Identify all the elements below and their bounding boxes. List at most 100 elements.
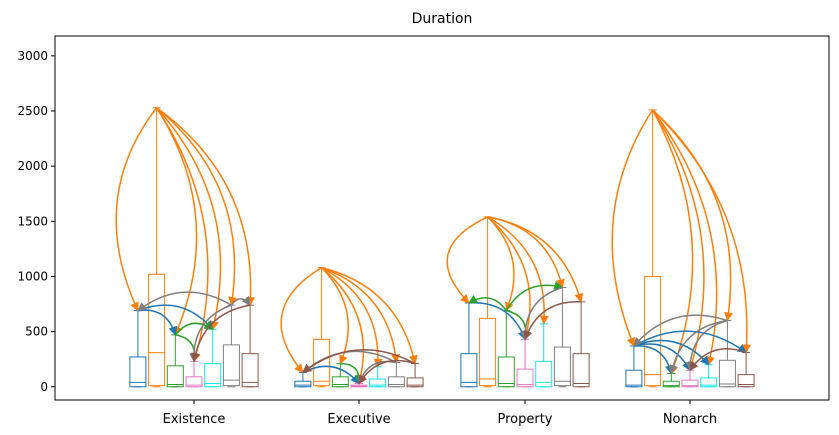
- box-body: [369, 378, 387, 388]
- y-tick-label: 1500: [17, 214, 48, 228]
- transition-arrow: [487, 216, 549, 325]
- box: [387, 361, 405, 388]
- y-tick-label: 1000: [17, 269, 48, 283]
- transition-arrow: [446, 216, 488, 304]
- box-group-nonarch: [611, 109, 755, 388]
- y-axis: 0 500 1000 1500 2000 2500 3000: [17, 49, 55, 394]
- box: [460, 302, 478, 388]
- transition-arrow: [321, 267, 366, 385]
- transition-arrow: [280, 266, 322, 374]
- x-tick-label: Existence: [163, 412, 226, 427]
- x-tick-label: Nonarch: [663, 412, 717, 427]
- box: [166, 334, 184, 388]
- transition-arrow: [487, 216, 532, 341]
- transition-arrow: [633, 330, 747, 354]
- y-tick-label: 500: [25, 325, 48, 339]
- box-group-property: [446, 216, 590, 388]
- box: [516, 338, 534, 388]
- transition-arrow: [321, 266, 383, 368]
- box-body: [222, 344, 240, 387]
- box-body: [387, 376, 405, 388]
- transition-arrow: [190, 304, 251, 363]
- box: [625, 345, 643, 388]
- box: [406, 363, 424, 388]
- box: [313, 267, 331, 388]
- transition-arrow: [137, 291, 232, 312]
- transition-arrow: [321, 266, 401, 364]
- axes-frame: [54, 35, 830, 401]
- box-body: [718, 359, 736, 388]
- transition-arrow: [156, 107, 238, 307]
- box-body: [204, 363, 222, 388]
- box: [718, 320, 736, 388]
- box: [148, 107, 166, 388]
- transition-arrow: [487, 216, 515, 312]
- transition-arrow: [175, 334, 200, 363]
- box: [241, 304, 259, 388]
- transition-arrow: [115, 107, 158, 312]
- box-body: [148, 273, 166, 387]
- box-body: [479, 317, 497, 387]
- box-body: [241, 353, 259, 388]
- box-body: [129, 356, 147, 388]
- box: [350, 382, 368, 388]
- transition-arrow: [611, 109, 654, 347]
- transition-arrow: [468, 294, 507, 312]
- x-tick-label: Executive: [327, 412, 390, 427]
- transition-arrow: [358, 359, 416, 385]
- transition-arrow: [230, 295, 251, 306]
- transition-arrow: [668, 319, 728, 375]
- transition-arrow: [137, 309, 178, 336]
- box-body: [644, 275, 662, 387]
- box-body: [662, 380, 680, 388]
- box-body: [331, 376, 349, 388]
- box-body: [553, 346, 571, 387]
- box: [572, 301, 590, 388]
- box: [129, 310, 147, 388]
- transition-arrow: [468, 302, 527, 341]
- box-body: [406, 377, 424, 388]
- transition-arrow: [302, 349, 416, 374]
- box-body: [313, 338, 331, 387]
- transition-arrow: [487, 216, 584, 303]
- transition-arrow: [651, 109, 705, 372]
- transition-arrow: [633, 345, 674, 375]
- box: [369, 366, 387, 388]
- box: [662, 373, 680, 388]
- transition-arrow: [652, 109, 718, 366]
- transition-arrow: [156, 107, 256, 307]
- box: [185, 360, 203, 388]
- y-tick-label: 2500: [17, 104, 48, 118]
- box-body: [535, 360, 553, 388]
- box-body: [166, 365, 184, 388]
- y-tick-label: 0: [40, 380, 48, 394]
- box-body: [572, 353, 590, 388]
- transition-arrow: [321, 266, 418, 365]
- y-tick-label: 3000: [17, 49, 48, 63]
- box: [553, 286, 571, 388]
- y-tick-label: 2000: [17, 159, 48, 173]
- box-group-existence: [115, 107, 259, 388]
- box-body: [737, 374, 755, 388]
- box: [535, 323, 553, 388]
- transition-arrow: [689, 348, 747, 371]
- box-body: [460, 353, 478, 388]
- box: [294, 371, 312, 388]
- box: [497, 310, 515, 388]
- box-body: [700, 377, 718, 388]
- plot-area: [115, 107, 755, 388]
- box: [222, 304, 240, 388]
- box-body: [681, 379, 699, 388]
- transition-arrow: [523, 301, 582, 341]
- transition-arrow: [505, 281, 564, 312]
- transition-arrow: [651, 109, 694, 375]
- box-group-executive: [280, 266, 424, 388]
- chart-title: Duration: [412, 11, 473, 27]
- transition-arrow: [137, 304, 214, 331]
- x-tick-label: Property: [497, 412, 552, 427]
- transition-arrow: [155, 107, 198, 336]
- x-axis: Existence Executive Property Nonarch: [163, 400, 717, 427]
- box: [479, 216, 497, 388]
- box-body: [516, 368, 534, 388]
- transition-arrow: [633, 314, 728, 347]
